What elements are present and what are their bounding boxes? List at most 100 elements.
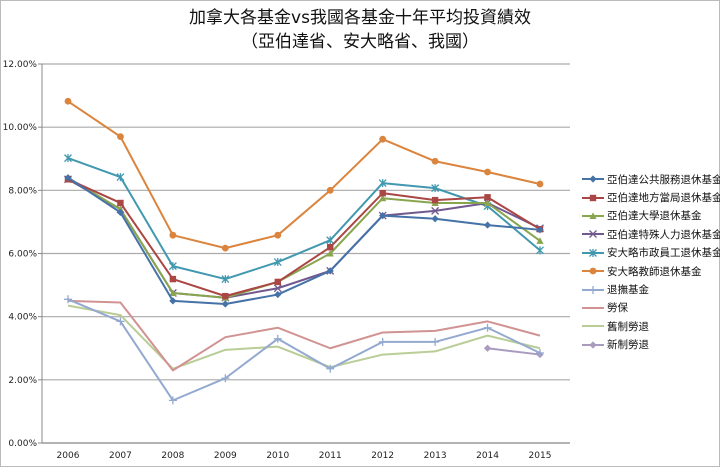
legend-item: 新制勞退 <box>582 336 720 354</box>
data-point <box>378 179 387 188</box>
legend-swatch <box>582 285 604 294</box>
series-line <box>67 304 541 370</box>
series-line <box>67 176 541 299</box>
data-point <box>221 275 230 284</box>
legend-marker <box>589 175 597 183</box>
data-point <box>168 262 177 271</box>
y-tick-label: 2.00% <box>8 376 37 386</box>
legend-swatch <box>582 325 604 328</box>
x-tick-label: 2014 <box>476 451 499 461</box>
data-point <box>379 194 387 202</box>
data-point <box>116 208 125 217</box>
series-line <box>67 100 541 250</box>
data-point <box>64 97 72 105</box>
legend-item: 安大略教師退休基金 <box>582 262 720 280</box>
data-point <box>483 323 492 332</box>
legend-marker <box>589 267 597 275</box>
data-point <box>274 278 281 286</box>
x-tick-label: 2007 <box>109 451 132 461</box>
data-point <box>379 212 387 220</box>
data-point <box>536 237 544 244</box>
x-tick-label: 2011 <box>319 451 342 461</box>
data-point <box>536 348 544 357</box>
legend-item: 亞伯達特殊人力退休基金 <box>582 225 720 243</box>
data-point <box>64 154 72 163</box>
y-tick-label: 0.00% <box>8 439 37 449</box>
legend-marker <box>589 248 597 257</box>
data-point <box>169 275 177 283</box>
data-point <box>64 174 72 182</box>
series-line <box>67 176 541 306</box>
legend-item: 亞伯達大學退休基金 <box>582 207 720 225</box>
series-7 <box>67 299 541 372</box>
data-point <box>431 206 440 215</box>
data-point <box>536 226 544 234</box>
data-point <box>379 189 386 197</box>
chart-subtitle: （亞伯達省、安大略省、我國） <box>241 32 479 52</box>
legend-marker <box>589 194 597 201</box>
legend-label: 舊制勞退 <box>607 320 649 333</box>
series-8 <box>67 304 541 370</box>
legend-swatch <box>582 194 604 201</box>
data-point <box>326 249 334 257</box>
data-point <box>221 374 230 383</box>
data-point <box>168 396 177 405</box>
legend-marker <box>589 212 597 219</box>
series-line <box>67 299 541 372</box>
data-point <box>326 267 334 275</box>
legend-label: 安大略市政員工退休基金 <box>607 247 720 260</box>
data-point <box>273 258 282 267</box>
data-point <box>431 215 439 223</box>
x-tick-label: 2006 <box>57 451 80 461</box>
data-point <box>327 243 334 251</box>
data-point <box>536 180 544 188</box>
data-point <box>483 199 492 206</box>
y-tick-label: 6.00% <box>8 250 37 260</box>
series-line <box>67 157 541 281</box>
legend: 亞伯達公共服務退休基金 亞伯達地方當局退休基金 亞伯達大學退休基金 亞伯達特殊人力退休… <box>582 170 720 354</box>
legend-swatch <box>582 341 604 349</box>
legend-label: 退撫基金 <box>607 284 649 297</box>
data-point <box>484 194 491 201</box>
data-point <box>378 337 387 346</box>
legend-marker <box>589 285 597 294</box>
series-9 <box>483 344 544 359</box>
series-line <box>67 298 541 402</box>
x-tick-label: 2010 <box>266 451 289 461</box>
legend-swatch <box>582 306 604 309</box>
legend-swatch <box>582 248 604 257</box>
y-tick-label: 4.00% <box>8 313 37 323</box>
legend-item: 安大略市政員工退休基金 <box>582 244 720 262</box>
data-point <box>484 168 491 176</box>
chart-title: 加拿大各基金vs我國各基金十年平均投資績效 （亞伯達省、安大略省、我國） <box>0 6 720 54</box>
series-0 <box>64 174 544 308</box>
legend-label: 亞伯達地方當局退休基金 <box>607 192 720 205</box>
y-tick-label: 10.00% <box>3 123 38 133</box>
data-point <box>431 157 439 165</box>
legend-item: 勞保 <box>582 299 720 317</box>
data-point <box>169 231 177 239</box>
y-tick-label: 8.00% <box>8 186 37 196</box>
data-point <box>169 297 177 305</box>
legend-label: 新制勞退 <box>607 339 649 352</box>
data-point <box>116 317 125 326</box>
series-line <box>487 347 541 356</box>
legend-marker <box>589 341 597 349</box>
legend-swatch <box>582 267 604 275</box>
data-point <box>222 292 229 300</box>
data-point <box>117 199 124 207</box>
legend-item: 退撫基金 <box>582 280 720 298</box>
legend-label: 安大略教師退休基金 <box>607 265 702 278</box>
data-point <box>379 135 387 143</box>
data-point <box>273 284 282 293</box>
x-tick-label: 2013 <box>424 451 447 461</box>
series-5 <box>64 97 544 252</box>
data-point <box>117 133 124 141</box>
data-point <box>274 290 282 299</box>
data-point <box>483 221 492 229</box>
data-point <box>326 364 335 373</box>
data-point <box>431 196 439 204</box>
data-point <box>326 186 334 194</box>
data-point <box>431 337 440 346</box>
